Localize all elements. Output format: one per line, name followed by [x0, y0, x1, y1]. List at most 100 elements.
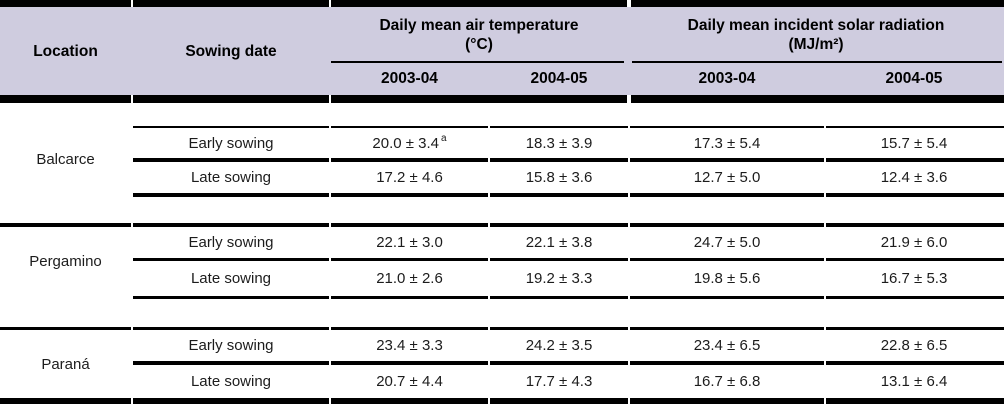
row-rule-segment [490, 193, 628, 197]
row-rule-segment [490, 361, 628, 365]
row-rule-segment [133, 296, 329, 299]
cell-balcarce-late-temp-2003-04: 17.2 ± 4.6 [376, 169, 443, 186]
top-rule-segment [133, 0, 329, 7]
cell-parana-early-rad-2003-04: 23.4 ± 6.5 [693, 337, 761, 354]
row-rule-segment [630, 296, 824, 299]
row-rule-segment [490, 296, 628, 299]
radiation-group-title: Daily mean incident solar radiation [687, 16, 945, 34]
group-rule-segment [0, 223, 131, 227]
cell-balcarce-early-rad-2003-04: 17.3 ± 5.4 [693, 134, 761, 152]
header-bottom-rule-segment [331, 95, 627, 103]
group-rule-segment [826, 223, 1004, 227]
group-rule-segment [331, 223, 488, 227]
row-rule-segment [331, 158, 488, 162]
row-rule-segment [133, 193, 329, 197]
cell-pergamino-early-rad-2003-04: 24.7 ± 5.0 [693, 234, 761, 251]
row-rule-segment [133, 126, 329, 128]
row-rule-segment [331, 258, 488, 261]
cell-parana-early-temp-2004-05: 24.2 ± 3.5 [525, 337, 593, 354]
sowing-label-parana-late: Late sowing [190, 373, 272, 390]
radiation-group-unit: (MJ/m²) [788, 35, 844, 53]
cell-pergamino-late-temp-2003-04: 21.0 ± 2.6 [376, 270, 443, 287]
cell-parana-late-rad-2003-04: 16.7 ± 6.8 [693, 373, 761, 390]
col-header-rad-2004-05: 2004-05 [885, 70, 943, 87]
group-rule-segment [490, 223, 628, 227]
bottom-rule-segment [331, 398, 488, 404]
row-rule-segment [133, 258, 329, 261]
sowing-label-balcarce-early: Early sowing [188, 134, 274, 152]
cell-balcarce-late-temp-2004-05: 15.8 ± 3.6 [525, 169, 593, 186]
row-rule-segment [630, 126, 824, 128]
row-rule-segment [630, 258, 824, 261]
group-rule-segment [133, 327, 329, 330]
row-rule-segment [331, 296, 488, 299]
cell-parana-late-temp-2004-05: 17.7 ± 4.3 [525, 373, 593, 390]
temperature-group-unit: (°C) [465, 35, 493, 53]
row-rule-segment [826, 158, 1004, 162]
row-rule-segment [331, 126, 488, 128]
cell-balcarce-late-rad-2003-04: 12.7 ± 5.0 [693, 169, 761, 186]
location-label-balcarce: Balcarce [36, 151, 95, 168]
cell-pergamino-late-rad-2004-05: 16.7 ± 5.3 [880, 270, 948, 287]
col-header-temp-2003-04: 2003-04 [381, 70, 438, 87]
row-rule-segment [490, 126, 628, 128]
sowing-label-parana-early: Early sowing [188, 337, 274, 354]
group-rule-segment [133, 223, 329, 227]
row-rule-segment [630, 158, 824, 162]
row-rule-segment [826, 258, 1004, 261]
cell-pergamino-early-temp-2004-05: 22.1 ± 3.8 [525, 234, 593, 251]
sowing-label-balcarce-late: Late sowing [190, 169, 272, 186]
row-rule-segment [826, 296, 1004, 299]
col-header-temperature-group: Daily mean air temperature (°C) [331, 8, 627, 61]
group-rule-segment [0, 327, 131, 330]
cell-balcarce-late-rad-2004-05: 12.4 ± 3.6 [880, 169, 948, 186]
bottom-rule-segment [0, 398, 131, 404]
col-header-location: Location [33, 42, 98, 60]
col-header-radiation-group: Daily mean incident solar radiation (MJ/… [628, 8, 1004, 61]
bottom-rule-segment [826, 398, 1004, 404]
radiation-group-underline [632, 61, 1002, 63]
sowing-label-pergamino-late: Late sowing [190, 270, 272, 287]
cell-pergamino-late-rad-2003-04: 19.8 ± 5.6 [693, 270, 761, 287]
cell-parana-late-temp-2003-04: 20.7 ± 4.4 [376, 373, 443, 390]
header-bottom-rule-segment [0, 95, 131, 103]
col-header-temp-2004-05: 2004-05 [530, 70, 588, 87]
row-rule-segment [490, 158, 628, 162]
bottom-rule-segment [133, 398, 329, 404]
row-rule-segment [133, 361, 329, 365]
col-header-sowing-date: Sowing date [185, 42, 277, 60]
cell-parana-late-rad-2004-05: 13.1 ± 6.4 [880, 373, 948, 390]
bottom-rule-segment [490, 398, 628, 404]
row-rule-segment [826, 193, 1004, 197]
cell-pergamino-early-rad-2004-05: 21.9 ± 6.0 [880, 234, 948, 251]
header-bottom-rule-segment [133, 95, 329, 103]
footnote-marker: a [441, 132, 447, 144]
row-rule-segment [630, 193, 824, 197]
cell-parana-early-rad-2004-05: 22.8 ± 6.5 [880, 337, 948, 354]
row-rule-segment [490, 258, 628, 261]
group-rule-segment [630, 223, 824, 227]
group-rule-segment [331, 327, 488, 330]
cell-pergamino-early-temp-2003-04: 22.1 ± 3.0 [376, 234, 443, 251]
row-rule-segment [331, 193, 488, 197]
cell-balcarce-early-temp-2003-04: 20.0 ± 3.4 a [331, 128, 488, 158]
row-rule-segment [826, 126, 1004, 128]
header-bottom-rule-segment [631, 95, 1004, 103]
temperature-group-underline [331, 61, 624, 63]
cell-parana-early-temp-2003-04: 23.4 ± 3.3 [376, 337, 443, 354]
cell-balcarce-early-rad-2004-05: 15.7 ± 5.4 [880, 134, 948, 152]
group-rule-segment [826, 327, 1004, 330]
header-background [0, 7, 1004, 95]
temperature-group-title: Daily mean air temperature [379, 16, 579, 34]
col-header-rad-2003-04: 2003-04 [698, 70, 756, 87]
row-rule-segment [630, 361, 824, 365]
cell-value: 20.0 ± 3.4 [372, 134, 440, 152]
location-label-parana: Paraná [41, 355, 90, 373]
cell-balcarce-early-temp-2004-05: 18.3 ± 3.9 [525, 134, 593, 152]
group-rule-segment [630, 327, 824, 330]
row-rule-segment [331, 361, 488, 365]
row-rule-segment [133, 158, 329, 162]
location-label-pergamino: Pergamino [29, 253, 102, 270]
top-rule-segment [331, 0, 627, 7]
